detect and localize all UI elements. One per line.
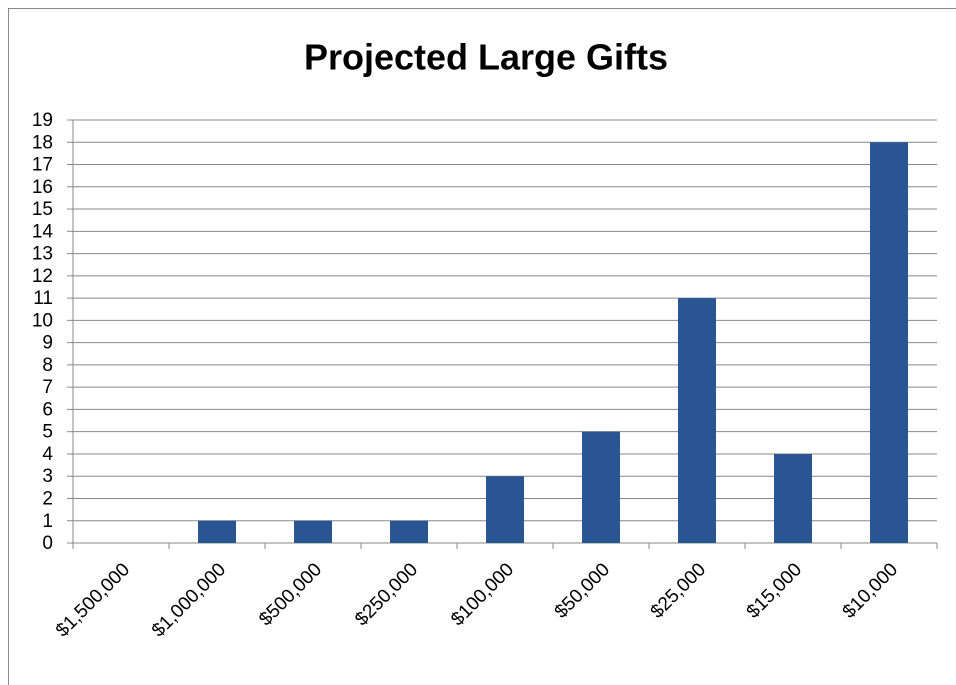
y-tick-label: 11 xyxy=(33,288,53,309)
y-tick-label: 15 xyxy=(32,199,53,220)
y-tick-label: 14 xyxy=(32,221,54,242)
bar xyxy=(294,520,332,543)
bar xyxy=(582,431,620,543)
x-tick-label: $1,000,000 xyxy=(148,559,230,641)
chart-frame xyxy=(8,8,956,685)
y-tick-label: 16 xyxy=(32,177,53,198)
bar xyxy=(198,520,236,543)
chart-title: Projected Large Gifts xyxy=(304,37,668,78)
y-tick-label: 17 xyxy=(32,155,53,176)
y-tick-label: 6 xyxy=(42,399,53,420)
bar xyxy=(870,142,908,543)
x-tick-label: $500,000 xyxy=(255,559,326,630)
y-tick-label: 5 xyxy=(42,422,53,443)
y-tick-label: 8 xyxy=(42,355,53,376)
y-tick-label: 12 xyxy=(32,266,53,287)
y-tick-label: 10 xyxy=(32,310,53,331)
x-tick-label: $1,500,000 xyxy=(52,559,134,641)
bar xyxy=(678,298,716,543)
y-tick-label: 4 xyxy=(42,444,53,465)
bar xyxy=(486,476,524,543)
y-tick-label: 19 xyxy=(32,110,53,131)
y-tick-label: 1 xyxy=(42,511,53,532)
x-tick-label: $50,000 xyxy=(551,559,614,622)
x-tick-label: $15,000 xyxy=(743,559,806,622)
bar xyxy=(390,520,428,543)
y-tick-label: 13 xyxy=(32,244,53,265)
x-tick-label: $25,000 xyxy=(647,559,710,622)
y-tick-label: 18 xyxy=(32,132,53,153)
y-tick-label: 7 xyxy=(42,377,53,398)
y-tick-label: 0 xyxy=(42,533,53,554)
x-tick-label: $100,000 xyxy=(447,559,518,630)
y-tick-label: 2 xyxy=(42,488,53,509)
bar xyxy=(774,453,812,543)
x-tick-label: $250,000 xyxy=(351,559,422,630)
y-tick-label: 9 xyxy=(42,333,53,354)
x-tick-label: $10,000 xyxy=(839,559,902,622)
y-tick-label: 3 xyxy=(42,466,53,487)
